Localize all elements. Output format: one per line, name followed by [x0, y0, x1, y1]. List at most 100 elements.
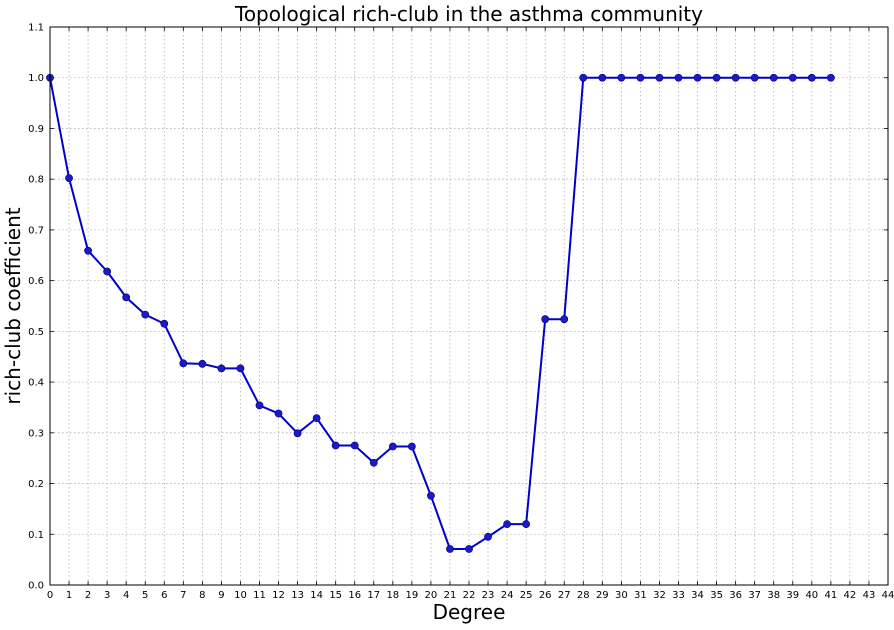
- data-point: [617, 73, 626, 82]
- y-tick-label: 0.5: [28, 327, 44, 338]
- tick-layer: 0 1 2 3 4 5 6 7 8 9 10 11 12 13 14 15 16 17 18 19 20 21 22 23 24…: [28, 23, 894, 602]
- y-tick-label: 0.7: [28, 225, 44, 236]
- x-tick-label: 2: [85, 590, 91, 601]
- data-point: [674, 73, 683, 82]
- x-tick-label: 7: [180, 590, 186, 601]
- data-point: [579, 73, 588, 82]
- x-tick-label: 38: [767, 590, 780, 601]
- y-tick-label: 0.0: [28, 581, 44, 592]
- x-tick-label: 32: [653, 590, 666, 601]
- x-tick-label: 26: [539, 590, 552, 601]
- x-tick-label: 27: [558, 590, 571, 601]
- x-tick-label: 41: [824, 590, 837, 601]
- y-tick-label: 0.4: [28, 378, 44, 389]
- data-point: [122, 293, 131, 302]
- x-tick-label: 30: [615, 590, 628, 601]
- data-point: [331, 441, 340, 450]
- data-point: [750, 73, 759, 82]
- data-point: [655, 73, 664, 82]
- data-point: [560, 315, 569, 324]
- x-tick-label: 5: [142, 590, 148, 601]
- data-point: [503, 520, 511, 529]
- data-point: [541, 315, 550, 324]
- data-point: [369, 458, 378, 467]
- plot-frame: [49, 26, 889, 586]
- data-point: [465, 545, 473, 553]
- x-tick-label: 18: [386, 590, 399, 601]
- x-tick-label: 42: [844, 590, 857, 601]
- y-axis-label: rich-club coefficient: [1, 207, 25, 404]
- x-tick-label: 9: [218, 590, 224, 601]
- x-tick-label: 0: [47, 590, 53, 601]
- x-tick-label: 35: [710, 590, 723, 601]
- data-point: [350, 441, 359, 450]
- x-tick-label: 31: [634, 590, 647, 601]
- data-point: [712, 73, 721, 82]
- x-tick-label: 22: [463, 590, 476, 601]
- data-point: [636, 73, 645, 82]
- y-tick-label: 1.1: [28, 23, 44, 34]
- x-tick-label: 8: [199, 590, 205, 601]
- data-point: [388, 442, 397, 451]
- data-point: [788, 73, 797, 82]
- x-tick-label: 25: [520, 590, 533, 601]
- x-tick-label: 29: [596, 590, 609, 601]
- x-tick-label: 20: [425, 590, 438, 601]
- x-tick-label: 36: [729, 590, 742, 601]
- y-tick-label: 0.8: [28, 175, 44, 186]
- data-point: [769, 73, 778, 82]
- data-point: [160, 319, 169, 328]
- data-point: [293, 429, 302, 438]
- x-tick-label: 21: [444, 590, 457, 601]
- data-point: [522, 520, 531, 529]
- y-tick-label: 0.3: [28, 428, 44, 439]
- data-point: [731, 73, 740, 82]
- data-point: [179, 359, 188, 368]
- x-tick-label: 33: [672, 590, 685, 601]
- x-tick-label: 1: [66, 590, 72, 601]
- x-tick-label: 43: [863, 590, 876, 601]
- data-point: [103, 267, 112, 276]
- x-tick-label: 4: [123, 590, 129, 601]
- x-tick-label: 28: [577, 590, 590, 601]
- data-point: [407, 442, 416, 451]
- x-tick-label: 10: [234, 590, 247, 601]
- x-tick-label: 39: [786, 590, 799, 601]
- x-tick-label: 40: [805, 590, 818, 601]
- data-point: [826, 73, 835, 82]
- y-tick-label: 0.9: [28, 124, 44, 135]
- data-point: [65, 174, 73, 183]
- x-tick-label: 15: [329, 590, 342, 601]
- x-tick-label: 16: [348, 590, 361, 601]
- x-tick-label: 23: [482, 590, 495, 601]
- x-tick-label: 34: [691, 590, 704, 601]
- y-tick-label: 0.1: [28, 530, 44, 541]
- x-tick-label: 3: [104, 590, 110, 601]
- x-tick-label: 14: [310, 590, 323, 601]
- y-tick-label: 0.2: [28, 479, 44, 490]
- x-tick-label: 17: [367, 590, 380, 601]
- data-point: [274, 409, 283, 418]
- data-point: [198, 359, 207, 368]
- data-point: [141, 310, 150, 319]
- x-tick-label: 37: [748, 590, 761, 601]
- grid-layer: [50, 27, 888, 585]
- data-point: [484, 532, 492, 541]
- data-point: [312, 414, 321, 423]
- x-tick-label: 6: [161, 590, 167, 601]
- x-tick-label: 12: [272, 590, 285, 601]
- series-layer: [46, 73, 835, 553]
- x-tick-label: 11: [253, 590, 266, 601]
- x-tick-label: 44: [882, 590, 894, 601]
- chart-title: Topological rich-club in the asthma comm…: [234, 2, 703, 26]
- data-point: [236, 364, 245, 373]
- data-point: [427, 491, 435, 500]
- data-point: [84, 246, 92, 255]
- x-tick-label: 24: [501, 590, 514, 601]
- x-tick-label: 13: [291, 590, 304, 601]
- data-point: [255, 401, 264, 410]
- x-axis-label: Degree: [433, 600, 506, 624]
- data-point: [446, 545, 454, 553]
